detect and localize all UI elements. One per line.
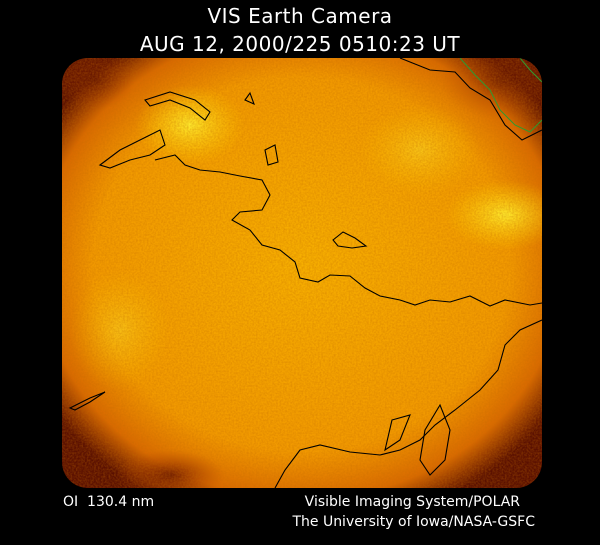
credit-label: The University of Iowa/NASA-GSFC — [291, 514, 535, 530]
instrument-label: Visible Imaging System/POLAR — [305, 494, 521, 510]
image-timestamp: AUG 12, 2000/225 0510:23 UT — [140, 32, 461, 56]
image-title: VIS Earth Camera — [207, 4, 392, 28]
wavelength-label: OI 130.4 nm — [63, 494, 154, 510]
earth-image — [62, 58, 542, 488]
